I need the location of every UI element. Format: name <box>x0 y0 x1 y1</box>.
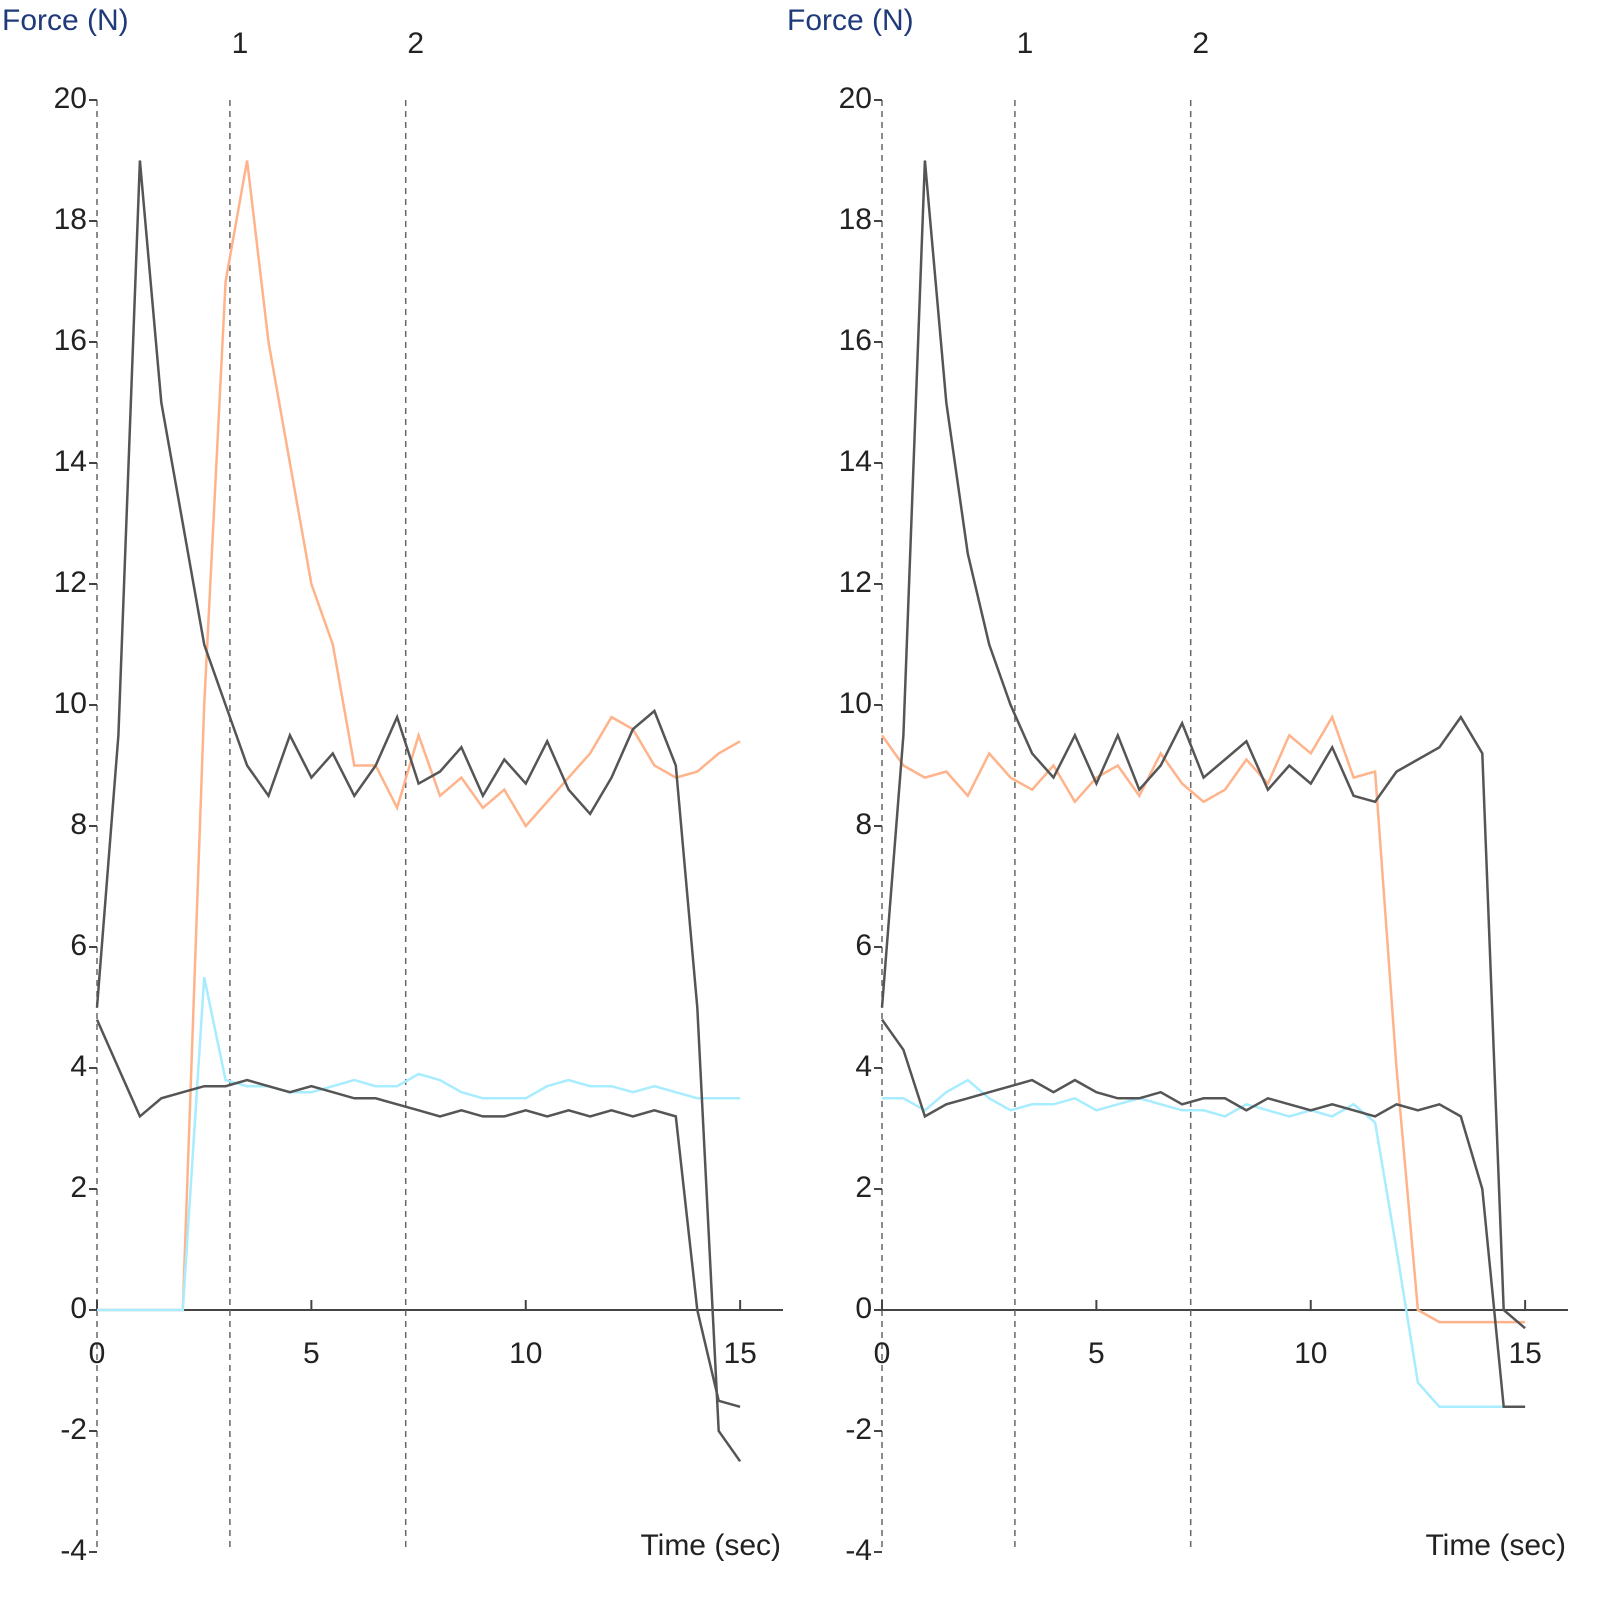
event-label: 2 <box>1192 27 1209 60</box>
event-label: 2 <box>407 27 424 60</box>
y-tick-label: 20 <box>54 82 87 115</box>
y-tick-label: 6 <box>70 929 87 962</box>
y-tick-label: -2 <box>60 1413 87 1446</box>
y-tick-label: 2 <box>855 1171 872 1204</box>
y-tick-label: 12 <box>839 566 872 599</box>
y-tick-label: 10 <box>54 687 87 720</box>
event-label: 1 <box>1017 27 1034 60</box>
y-tick-label: 10 <box>839 687 872 720</box>
y-tick-label: 18 <box>839 203 872 236</box>
data-line <box>97 977 741 1312</box>
y-tick-label: 16 <box>54 324 87 357</box>
y-tick-label: -4 <box>845 1534 872 1567</box>
y-axis-label: Force (N) <box>2 4 129 37</box>
event-label: 1 <box>232 27 249 60</box>
y-tick-label: 2 <box>70 1171 87 1204</box>
data-line <box>95 1019 741 1409</box>
y-tick-label: 0 <box>855 1292 872 1325</box>
y-tick-label: 14 <box>839 445 872 478</box>
y-tick-label: 6 <box>855 929 872 962</box>
data-line <box>95 160 742 1463</box>
x-tick-label: 5 <box>303 1337 320 1370</box>
y-tick-label: 16 <box>839 324 872 357</box>
y-tick-label: 4 <box>70 1050 87 1083</box>
x-tick-label: 15 <box>1508 1337 1541 1370</box>
y-tick-label: -2 <box>845 1413 872 1446</box>
data-line <box>880 714 1526 1324</box>
y-tick-label: 18 <box>54 203 87 236</box>
y-tick-label: 8 <box>70 808 87 841</box>
x-axis-label: Time (sec) <box>1425 1529 1566 1562</box>
x-tick-label: 15 <box>723 1337 756 1370</box>
y-tick-label: 20 <box>839 82 872 115</box>
y-axis-label: Force (N) <box>787 4 914 37</box>
x-tick-label: 0 <box>874 1337 891 1370</box>
y-tick-label: -4 <box>60 1534 87 1567</box>
y-tick-label: 4 <box>855 1050 872 1083</box>
data-line <box>880 1018 1526 1409</box>
data-line <box>882 1078 1526 1409</box>
y-tick-label: 0 <box>70 1292 87 1325</box>
data-line <box>880 160 1526 1330</box>
x-tick-label: 10 <box>509 1337 542 1370</box>
y-tick-label: 12 <box>54 566 87 599</box>
x-tick-label: 0 <box>89 1337 106 1370</box>
x-axis-label: Time (sec) <box>640 1529 781 1562</box>
y-tick-label: 14 <box>54 445 87 478</box>
x-tick-label: 5 <box>1088 1337 1105 1370</box>
x-tick-label: 10 <box>1294 1337 1327 1370</box>
y-tick-label: 8 <box>855 808 872 841</box>
